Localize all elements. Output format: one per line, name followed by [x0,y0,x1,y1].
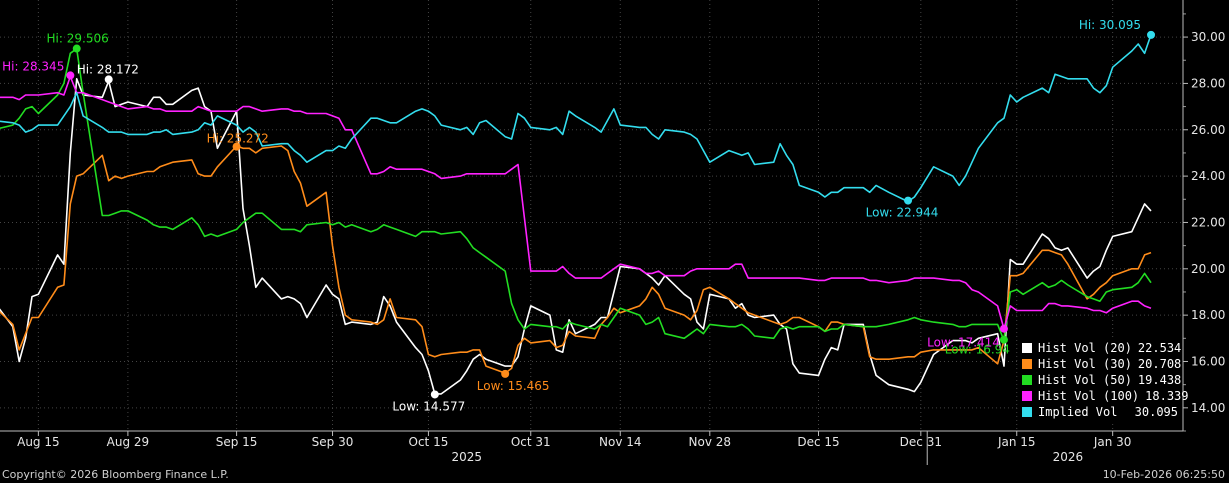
annotation-marker [104,75,113,84]
annotation-label: Hi: 29.506 [47,32,109,46]
legend-swatch [1022,375,1032,385]
y-tick-label: 30.00 [1191,30,1225,44]
x-tick-label: Nov 28 [689,435,732,449]
annotation-marker [232,142,241,151]
x-tick-label: Jan 15 [997,435,1036,449]
year-label: 2026 [1053,450,1084,464]
y-tick-label: 24.00 [1191,169,1225,183]
annotation-label: Low: 15.465 [477,379,550,393]
annotation-label: Hi: 25.272 [207,132,269,146]
legend: Hist Vol (20) 22.534 Hist Vol (30) 20.708 Hi… [1018,338,1189,422]
legend-entry: Hist Vol (50) 19.438 [1022,372,1182,388]
series-lines [0,34,1152,395]
x-tick-label: Aug 15 [17,435,60,449]
y-tick-label: 16.00 [1191,354,1225,368]
annotation-label: Low: 17.414 [927,336,1000,350]
legend-series-name: Hist Vol (30) [1038,357,1132,371]
legend-series-name: Implied Vol [1038,405,1118,419]
legend-entry: Hist Vol (100) 18.339 [1022,388,1189,404]
legend-entry: Hist Vol (30) 20.708 [1022,356,1182,372]
axes: 14.00 16.00 18.00 20.00 22.00 24.00 26.00 28.00… [0,0,1225,465]
series-line-hist-vol-50 [0,47,1152,342]
x-tick-label: Oct 31 [511,435,551,449]
annotation-marker [904,196,913,205]
annotation-marker [72,44,81,53]
annotation-labels: Hi: 29.506 Hi: 28.345 Hi: 28.172 Hi: 25.272… [2,18,1141,414]
timestamp-text: 10-Feb-2026 06:25:50 [1102,468,1225,481]
x-tick-label: Aug 29 [107,435,150,449]
legend-last-value: 22.534 [1137,341,1182,355]
legend-last-value: 18.339 [1145,389,1189,403]
annotation-label: Hi: 28.172 [77,62,139,76]
legend-last-value: 20.708 [1137,357,1182,371]
legend-swatch [1022,391,1032,401]
y-tick-label: 20.00 [1191,262,1225,276]
series-line-hist-vol-20 [0,78,1152,395]
legend-last-value: 19.438 [1137,373,1182,387]
annotation-label: Hi: 30.095 [1079,18,1141,32]
legend-entry: Hist Vol (20) 22.534 [1022,340,1182,356]
legend-last-value: 30.095 [1134,405,1178,419]
legend-swatch [1022,343,1032,353]
y-tick-label: 14.00 [1191,401,1225,415]
x-tick-label: Jan 30 [1093,435,1132,449]
x-tick-label: Dec 15 [797,435,839,449]
annotation-marker [1147,30,1156,39]
annotation-marker [999,324,1008,333]
annotation-marker [430,390,439,399]
x-tick-label: Dec 31 [900,435,942,449]
x-tick-label: Sep 15 [216,435,258,449]
legend-entry: Implied Vol 30.095 [1022,404,1178,420]
annotation-label: Low: 16.94 [945,343,1010,357]
copyright-text: Copyright© 2026 Bloomberg Finance L.P. [2,468,229,481]
legend-swatch [1022,359,1032,369]
y-tick-label: 26.00 [1191,123,1225,137]
x-tick-label: Oct 15 [409,435,449,449]
annotation-marker [66,71,75,80]
legend-series-name: Hist Vol (50) [1038,373,1132,387]
x-tick-label: Nov 14 [599,435,642,449]
legend-series-name: Hist Vol (20) [1038,341,1132,355]
series-line-implied-vol [0,34,1152,203]
annotation-label: Low: 22.944 [866,206,939,220]
annotation-label: Hi: 28.345 [2,59,64,73]
series-line-hist-vol-30 [0,145,1152,374]
legend-series-name: Hist Vol (100) [1038,389,1140,403]
annotation-marker [501,369,510,378]
annotation-marker [999,335,1008,344]
y-tick-label: 22.00 [1191,215,1225,229]
series-line-hist-vol-100 [0,75,1152,330]
y-tick-label: 28.00 [1191,76,1225,90]
y-tick-label: 18.00 [1191,308,1225,322]
x-tick-label: Sep 30 [312,435,354,449]
legend-swatch [1022,407,1032,417]
year-label: 2025 [452,450,483,464]
annotation-markers [66,30,1156,399]
annotation-label: Low: 14.577 [392,399,465,413]
